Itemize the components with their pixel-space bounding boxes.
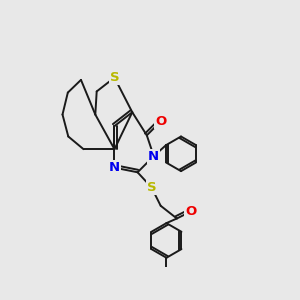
Text: N: N xyxy=(148,150,159,163)
Text: O: O xyxy=(185,205,196,218)
Text: S: S xyxy=(147,181,156,194)
Text: N: N xyxy=(109,161,120,174)
Text: O: O xyxy=(155,115,166,128)
Text: S: S xyxy=(110,71,119,84)
